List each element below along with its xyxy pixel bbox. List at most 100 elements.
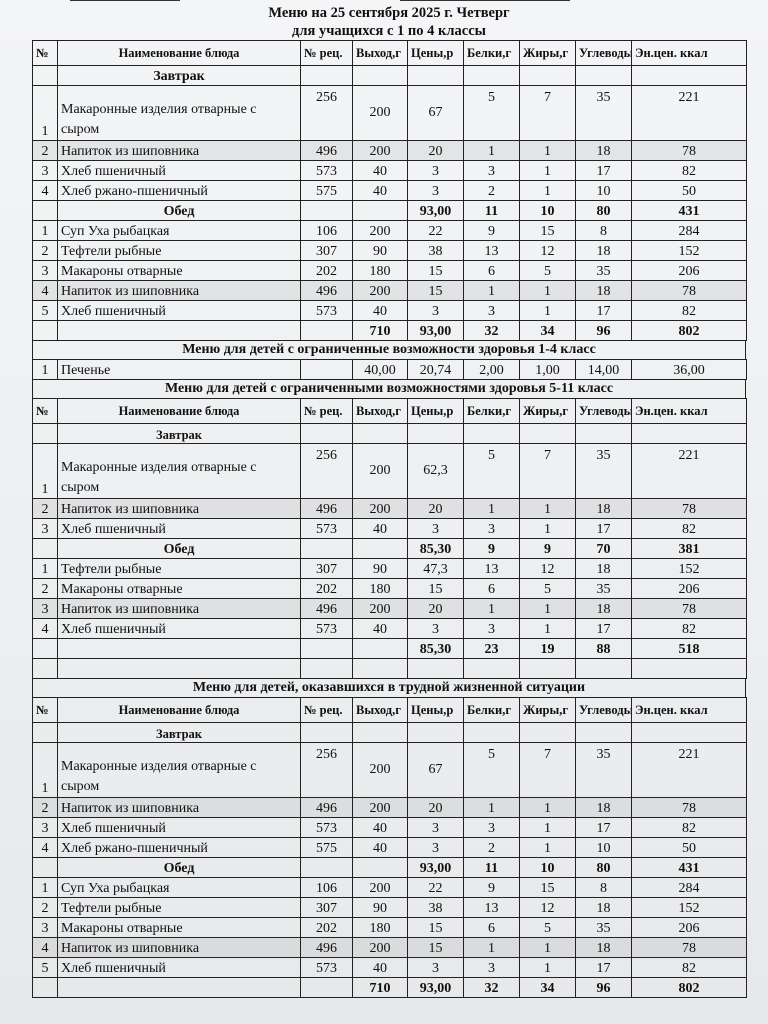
cell-protein: 13 (463, 897, 520, 918)
cell-dish-name: Хлеб пшеничный (57, 518, 301, 539)
table-row: 3 Хлеб пшеничный 573 40 3 3 1 17 82 (32, 160, 747, 181)
cell-num: 2 (32, 578, 58, 599)
cell-carbs: 80 (575, 200, 632, 221)
cell-portion-weight (352, 65, 408, 86)
column-header-num: № (32, 398, 58, 424)
cell-num: 4 (32, 937, 58, 958)
cell-protein: 3 (463, 618, 520, 639)
cell-price: 93,00 (407, 857, 464, 878)
table-row: 3 Хлеб пшеничный 573 40 3 3 1 17 82 (32, 518, 747, 539)
table-row: 4 Напиток из шиповника 496 200 15 1 1 18 78 (32, 280, 747, 301)
column-header-num: № (32, 40, 58, 66)
cell-recipe-number (300, 65, 353, 86)
cell-energy-kcal: 206 (631, 917, 747, 938)
cell-recipe-number (300, 658, 353, 679)
table-row: 2 Напиток из шиповника 496 200 20 1 1 18 78 (32, 797, 747, 818)
cell-dish-name: Хлеб ржано-пшеничный (57, 180, 301, 201)
menu-table: 1 Печенье 40,00 20,74 2,00 1,00 14,00 36,00 (32, 359, 747, 380)
column-header-price: Цены,р (407, 398, 464, 424)
cell-protein: 5 (463, 443, 520, 499)
column-header-portion-weight: Выход,г (352, 398, 408, 424)
menu-table: № Наименование блюда № рец. Выход,г Цены,р Бе… (32, 40, 747, 341)
cell-carbs: 18 (575, 280, 632, 301)
cell-portion-weight: 710 (352, 977, 408, 998)
cell-dish-name: Тефтели рыбные (57, 240, 301, 261)
cell-portion-weight: 40 (352, 957, 408, 978)
cell-portion-weight: 40,00 (352, 359, 408, 380)
cell-carbs (575, 658, 632, 679)
table-row: 4 Хлеб ржано-пшеничный 575 40 3 2 1 10 50 (32, 180, 747, 201)
cell-num (32, 722, 58, 743)
cell-protein: 3 (463, 957, 520, 978)
cell-fat: 1 (519, 837, 576, 858)
column-header-protein: Белки,г (463, 398, 520, 424)
cell-energy-kcal: 284 (631, 220, 747, 241)
cell-fat: 1 (519, 280, 576, 301)
cell-energy-kcal (631, 423, 747, 444)
cell-portion-weight (352, 638, 408, 659)
cell-portion-weight (352, 857, 408, 878)
cell-fat: 1 (519, 518, 576, 539)
cell-fat: 1 (519, 937, 576, 958)
cell-fat: 12 (519, 240, 576, 261)
cell-carbs: 18 (575, 937, 632, 958)
cell-num: 4 (32, 618, 58, 639)
cell-portion-weight: 710 (352, 320, 408, 341)
meal-group-row: Завтрак (32, 65, 747, 86)
cell-energy-kcal: 78 (631, 797, 747, 818)
cell-carbs: 80 (575, 857, 632, 878)
cell-energy-kcal: 82 (631, 160, 747, 181)
page-subtitle: для учащихся с 1 по 4 классы (292, 23, 486, 39)
column-header-recipe-number: № рец. (300, 697, 353, 723)
cell-fat: 5 (519, 260, 576, 281)
cell-portion-weight (352, 200, 408, 221)
meal-group-row: Завтрак (32, 423, 747, 444)
cell-fat: 19 (519, 638, 576, 659)
cell-dish-name: Хлеб пшеничный (57, 160, 301, 181)
menu-table: № Наименование блюда № рец. Выход,г Цены,р Бе… (32, 697, 747, 998)
cell-carbs: 35 (575, 443, 632, 499)
cell-portion-weight (352, 722, 408, 743)
cell-protein: 9 (463, 220, 520, 241)
cell-num (32, 857, 58, 878)
cell-energy-kcal: 381 (631, 538, 747, 559)
meal-group-row: Обед 93,00 11 10 80 431 (32, 200, 747, 221)
cell-recipe-number (300, 638, 353, 659)
cell-carbs: 35 (575, 742, 632, 798)
cell-protein: 13 (463, 240, 520, 261)
cell-fat: 1 (519, 817, 576, 838)
cell-protein (463, 658, 520, 679)
meal-group-row: Обед 85,30 9 9 70 381 (32, 538, 747, 559)
menu-table: № Наименование блюда № рец. Выход,г Цены,р Бе… (32, 398, 747, 679)
cell-recipe-number (300, 722, 353, 743)
cell-portion-weight: 200 (352, 140, 408, 161)
cell-energy-kcal: 78 (631, 140, 747, 161)
column-header-energy-kcal: Эн.цен. ккал (631, 40, 747, 66)
table-header-row: № Наименование блюда № рец. Выход,г Цены,р Бе… (32, 398, 747, 424)
cell-num: 4 (32, 280, 58, 301)
cell-energy-kcal: 284 (631, 877, 747, 898)
cell-recipe-number (300, 359, 353, 380)
cell-recipe-number: 573 (300, 160, 353, 181)
column-header-price: Цены,р (407, 697, 464, 723)
cell-carbs: 96 (575, 320, 632, 341)
cell-dish-name: Хлеб пшеничный (57, 300, 301, 321)
cell-fat: 1 (519, 797, 576, 818)
cell-portion-weight: 200 (352, 877, 408, 898)
column-header-dish-name: Наименование блюда (57, 697, 301, 723)
cell-dish-name: Суп Уха рыбацкая (57, 220, 301, 241)
cell-carbs: 17 (575, 160, 632, 181)
cell-carbs: 17 (575, 618, 632, 639)
cell-energy-kcal (631, 65, 747, 86)
cell-num: 2 (32, 498, 58, 519)
cell-fat: 5 (519, 578, 576, 599)
table-row: 1 Суп Уха рыбацкая 106 200 22 9 15 8 284 (32, 877, 747, 898)
cell-dish-name (57, 977, 301, 998)
cell-price: 67 (407, 85, 464, 141)
cell-carbs: 18 (575, 897, 632, 918)
cell-dish-name: Хлеб пшеничный (57, 957, 301, 978)
cell-fat (519, 65, 576, 86)
column-header-portion-weight: Выход,г (352, 697, 408, 723)
cell-dish-name: Макаронные изделия отварные с сыром (57, 742, 301, 798)
column-header-fat: Жиры,г (519, 398, 576, 424)
